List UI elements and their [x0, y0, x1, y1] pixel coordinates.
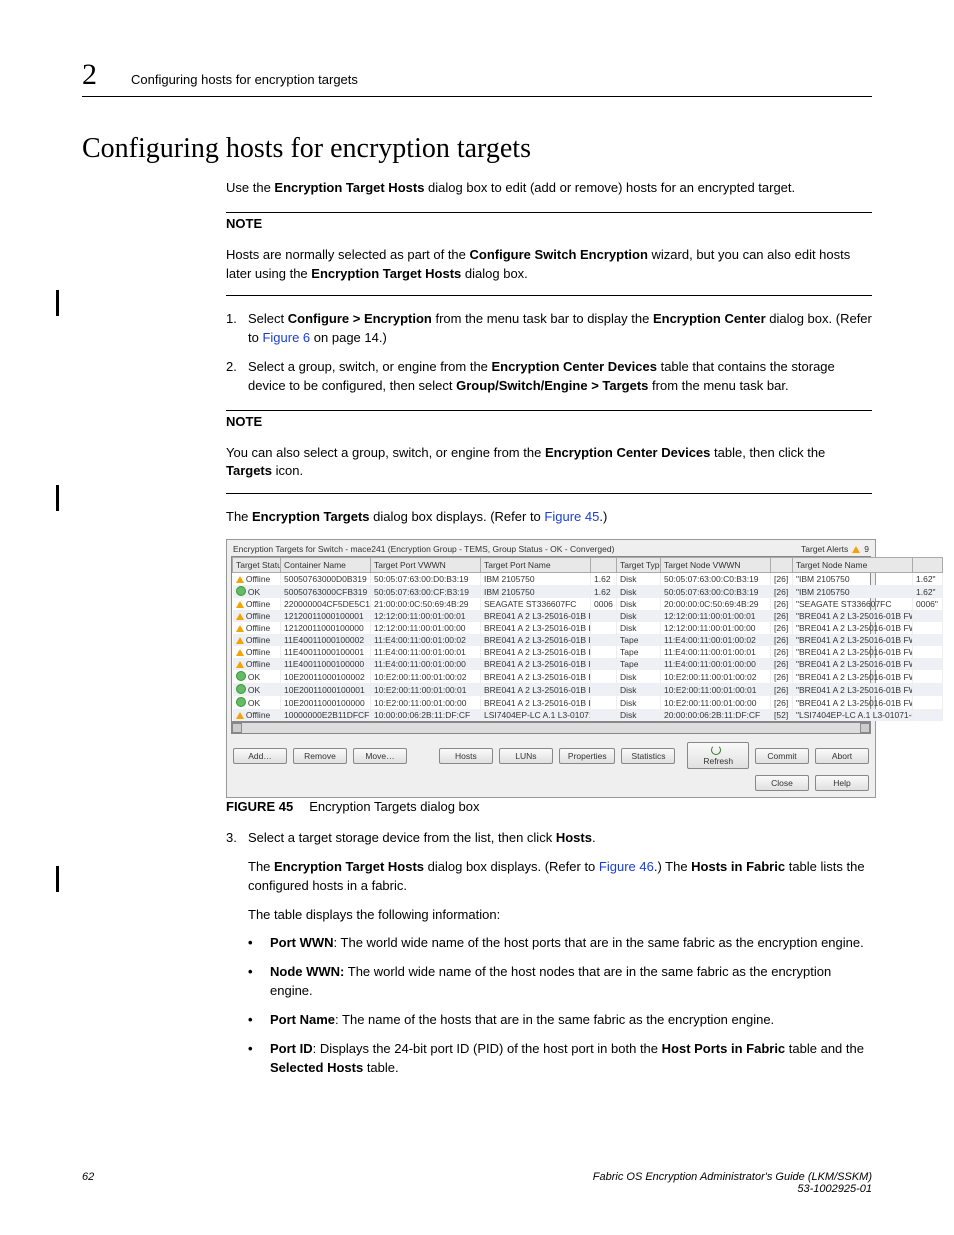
step-1: 1. Select Configure > Encryption from th… [226, 310, 872, 348]
table-row[interactable]: OK10E2001100010000210:E2:00:11:00:01:00:… [233, 670, 943, 683]
change-bar [56, 485, 59, 511]
column-header[interactable]: Target Node Name [793, 558, 913, 573]
figure-6-link[interactable]: Figure 6 [262, 330, 310, 345]
column-header[interactable]: Target Node VWWN [661, 558, 771, 573]
abort-button[interactable]: Abort [815, 748, 869, 764]
displays-text: The Encryption Targets dialog box displa… [226, 508, 872, 527]
bottom-buttons: Close Help [227, 773, 875, 797]
warning-icon [236, 661, 244, 668]
column-header[interactable]: Target Port Name [481, 558, 591, 573]
statistics-button[interactable]: Statistics [621, 748, 675, 764]
warning-icon [236, 712, 244, 719]
commit-button[interactable]: Commit [755, 748, 809, 764]
step-3: 3. Select a target storage device from t… [226, 829, 872, 1087]
warning-icon [852, 546, 860, 553]
figure-caption: FIGURE 45Encryption Targets dialog box [226, 798, 872, 817]
ok-icon [236, 586, 246, 596]
ok-icon [236, 684, 246, 694]
change-bar [56, 866, 59, 892]
chapter-number: 2 [82, 58, 97, 92]
column-header[interactable] [591, 558, 617, 573]
move-button[interactable]: Move… [353, 748, 407, 764]
close-button[interactable]: Close [755, 775, 809, 791]
dialog-title: Encryption Targets for Switch - mace241 … [233, 544, 614, 554]
refresh-button[interactable]: Refresh [687, 742, 749, 769]
table-row[interactable]: Offline11E4001100010000211:E4:00:11:00:0… [233, 634, 943, 646]
table-row[interactable]: OK10E2001100010000010:E2:00:11:00:01:00:… [233, 696, 943, 709]
warning-icon [236, 625, 244, 632]
table-row[interactable]: Offline1212001100010000012:12:00:11:00:0… [233, 622, 943, 634]
bullet-port-wwn: Port WWN: The world wide name of the hos… [248, 934, 872, 953]
refresh-icon [711, 745, 721, 755]
column-header[interactable]: Target Status [233, 558, 281, 573]
table-row[interactable]: Offline1212001100010000112:12:00:11:00:0… [233, 610, 943, 622]
column-header[interactable]: Target Port VWWN [371, 558, 481, 573]
chapter-title: Configuring hosts for encryption targets [131, 72, 358, 87]
page: 2 Configuring hosts for encryption targe… [0, 0, 954, 1235]
luns-button[interactable]: LUNs [499, 748, 553, 764]
table-row[interactable]: Offline11E4001100010000111:E4:00:11:00:0… [233, 646, 943, 658]
button-row: Add… Remove Move… Hosts LUNs Properties Statis… [227, 738, 875, 773]
ok-icon [236, 671, 246, 681]
table-row[interactable]: OK50050763000CFB31950:05:07:63:00:CF:B3:… [233, 585, 943, 598]
encryption-targets-dialog: Encryption Targets for Switch - mace241 … [226, 539, 876, 798]
warning-icon [236, 649, 244, 656]
target-alerts[interactable]: Target Alerts 9 [801, 544, 869, 554]
table-row[interactable]: Offline50050763000D0B31950:05:07:63:00:D… [233, 573, 943, 586]
column-header[interactable]: Container Name [281, 558, 371, 573]
figure-45-link[interactable]: Figure 45 [544, 509, 599, 524]
page-header: 2 Configuring hosts for encryption targe… [82, 58, 872, 97]
change-bar [56, 290, 59, 316]
intro-text: Use the Encryption Target Hosts dialog b… [226, 179, 872, 198]
add-button[interactable]: Add… [233, 748, 287, 764]
table-row[interactable]: Offline220000004CF5DE5C121:00:00:0C:50:6… [233, 598, 943, 610]
bullet-port-id: Port ID: Displays the 24-bit port ID (PI… [248, 1040, 872, 1078]
column-header[interactable] [913, 558, 943, 573]
table-row[interactable]: Offline11E4001100010000011:E4:00:11:00:0… [233, 658, 943, 670]
targets-table[interactable]: Target StatusContainer NameTarget Port V… [231, 556, 871, 722]
ok-icon [236, 697, 246, 707]
hosts-button[interactable]: Hosts [439, 748, 493, 764]
warning-icon [236, 613, 244, 620]
bullet-node-wwn: Node WWN: The world wide name of the hos… [248, 963, 872, 1001]
page-number: 62 [82, 1171, 94, 1195]
note-label: NOTE [226, 413, 872, 432]
table-row[interactable]: OK10E2001100010000110:E2:00:11:00:01:00:… [233, 683, 943, 696]
page-footer: 62 Fabric OS Encryption Administrator's … [82, 1171, 872, 1195]
horizontal-scrollbar[interactable] [231, 722, 871, 734]
column-header[interactable]: Target Type [617, 558, 661, 573]
page-title: Configuring hosts for encryption targets [82, 133, 872, 165]
warning-icon [236, 601, 244, 608]
note-text: You can also select a group, switch, or … [226, 444, 872, 482]
remove-button[interactable]: Remove [293, 748, 347, 764]
warning-icon [236, 637, 244, 644]
step-2: 2. Select a group, switch, or engine fro… [226, 358, 872, 396]
help-button[interactable]: Help [815, 775, 869, 791]
column-header[interactable] [771, 558, 793, 573]
warning-icon [236, 576, 244, 583]
note-text: Hosts are normally selected as part of t… [226, 246, 872, 284]
figure-46-link[interactable]: Figure 46 [599, 859, 654, 874]
properties-button[interactable]: Properties [559, 748, 616, 764]
note-label: NOTE [226, 215, 872, 234]
bullet-port-name: Port Name: The name of the hosts that ar… [248, 1011, 872, 1030]
table-row[interactable]: Offline10000000E2B11DFCF10:00:00:06:2B:1… [233, 709, 943, 721]
